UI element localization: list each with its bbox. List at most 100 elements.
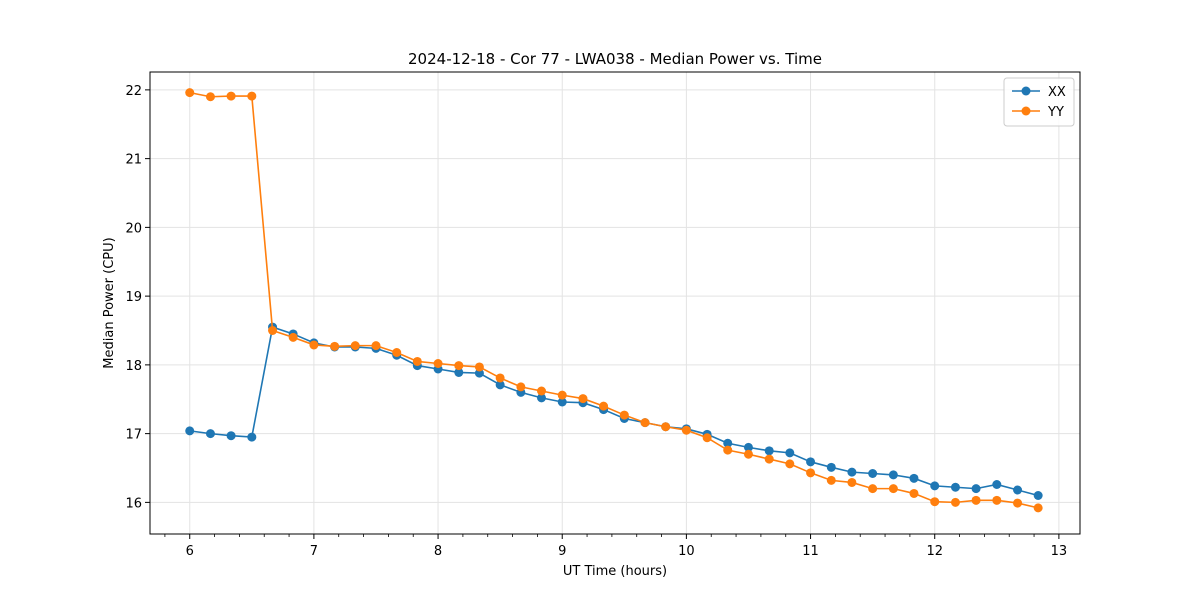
data-point-yy bbox=[640, 418, 650, 428]
y-axis: 16 17 18 19 20 21 22 bbox=[125, 84, 150, 511]
data-point-yy bbox=[743, 449, 753, 459]
x-tick-label: 11 bbox=[802, 544, 819, 559]
series-group bbox=[185, 88, 1043, 513]
legend-item-xx: XX bbox=[1012, 85, 1066, 100]
data-point-yy bbox=[268, 326, 278, 335]
data-point-yy bbox=[661, 422, 671, 432]
data-point-yy bbox=[433, 359, 443, 368]
data-point-xx bbox=[723, 438, 733, 448]
data-point-xx bbox=[909, 473, 919, 483]
data-point-xx bbox=[847, 467, 857, 477]
data-point-xx bbox=[495, 380, 505, 390]
series-line-yy bbox=[189, 91, 1039, 509]
data-point-yy bbox=[578, 394, 588, 404]
data-point-xx bbox=[185, 426, 195, 436]
data-point-xx bbox=[826, 462, 836, 472]
data-point-xx bbox=[785, 448, 795, 458]
data-point-yy bbox=[599, 401, 609, 411]
data-point-yy bbox=[516, 382, 526, 392]
data-point-xx bbox=[971, 484, 981, 494]
legend-item-yy: YY bbox=[1012, 105, 1064, 120]
data-point-xx bbox=[536, 393, 546, 403]
y-tick-label: 17 bbox=[125, 428, 142, 443]
data-point-yy bbox=[971, 495, 981, 505]
data-point-yy bbox=[888, 484, 898, 494]
series-yy bbox=[185, 88, 1043, 513]
data-point-yy bbox=[950, 497, 960, 507]
plot-frame bbox=[149, 71, 1081, 535]
x-tick-label: 8 bbox=[434, 544, 442, 559]
x-axis-label: UT Time (hours) bbox=[563, 564, 667, 579]
y-axis-label: Median Power (CPU) bbox=[102, 237, 117, 368]
data-point-yy bbox=[454, 361, 464, 371]
data-point-xx bbox=[992, 480, 1002, 489]
x-tick-label: 10 bbox=[678, 544, 695, 559]
data-point-yy bbox=[205, 92, 215, 102]
data-point-yy bbox=[930, 497, 940, 507]
legend-box bbox=[1003, 77, 1075, 127]
data-point-yy bbox=[536, 386, 546, 396]
y-tick-label: 20 bbox=[125, 221, 142, 236]
data-point-yy bbox=[226, 91, 236, 101]
data-point-yy bbox=[702, 433, 712, 443]
data-point-yy bbox=[495, 373, 505, 383]
data-point-yy bbox=[350, 341, 360, 351]
data-point-yy bbox=[681, 425, 691, 435]
data-point-xx bbox=[868, 469, 878, 478]
x-tick-label: 13 bbox=[1051, 544, 1068, 559]
data-point-yy bbox=[412, 356, 422, 366]
y-tick-label: 19 bbox=[125, 290, 142, 305]
grid-lines bbox=[150, 72, 1080, 534]
data-point-xx bbox=[888, 470, 898, 480]
data-point-yy bbox=[288, 332, 298, 342]
data-point-yy bbox=[847, 477, 857, 487]
data-point-yy bbox=[785, 459, 795, 469]
data-point-xx bbox=[557, 397, 567, 407]
y-tick-label: 18 bbox=[125, 359, 142, 374]
data-point-yy bbox=[909, 488, 919, 498]
x-tick-label: 9 bbox=[558, 544, 566, 559]
data-point-yy bbox=[247, 91, 257, 101]
data-point-xx bbox=[247, 432, 257, 442]
y-tick-label: 22 bbox=[125, 84, 142, 99]
data-point-yy bbox=[474, 362, 484, 372]
data-point-xx bbox=[743, 442, 753, 452]
y-tick-label: 16 bbox=[125, 496, 142, 511]
data-point-xx bbox=[930, 481, 940, 491]
data-point-yy bbox=[992, 495, 1002, 505]
data-point-yy bbox=[1013, 498, 1023, 508]
data-point-xx bbox=[474, 368, 484, 378]
data-point-xx bbox=[764, 446, 774, 456]
data-point-xx bbox=[806, 457, 816, 467]
data-point-xx bbox=[454, 367, 464, 377]
x-tick-label: 7 bbox=[310, 544, 318, 559]
data-point-yy bbox=[1033, 503, 1043, 513]
data-point-yy bbox=[868, 484, 878, 494]
data-point-yy bbox=[309, 340, 319, 350]
data-point-xx bbox=[1013, 485, 1023, 495]
x-axis: 6 7 8 9 10 11 12 13 bbox=[164, 534, 1068, 559]
data-point-yy bbox=[185, 88, 195, 98]
legend-marker bbox=[1021, 106, 1031, 116]
legend-label: XX bbox=[1048, 85, 1066, 100]
legend-label: YY bbox=[1047, 105, 1064, 120]
data-point-yy bbox=[371, 341, 381, 351]
legend-marker bbox=[1021, 86, 1031, 96]
data-point-xx bbox=[205, 429, 215, 439]
data-point-yy bbox=[392, 348, 402, 357]
x-tick-label: 12 bbox=[926, 544, 943, 559]
legend: XX YY bbox=[1003, 77, 1075, 127]
data-point-xx bbox=[226, 431, 236, 441]
data-point-yy bbox=[330, 341, 340, 351]
data-point-yy bbox=[557, 390, 567, 400]
data-point-yy bbox=[619, 410, 629, 420]
data-point-xx bbox=[950, 482, 960, 492]
x-tick-label: 6 bbox=[186, 544, 194, 559]
data-point-yy bbox=[723, 445, 733, 455]
data-point-yy bbox=[764, 454, 774, 464]
data-point-xx bbox=[1033, 491, 1043, 500]
chart-title: 2024-12-18 - Cor 77 - LWA038 - Median Po… bbox=[408, 50, 822, 68]
data-point-yy bbox=[806, 468, 816, 478]
y-tick-label: 21 bbox=[125, 153, 142, 168]
